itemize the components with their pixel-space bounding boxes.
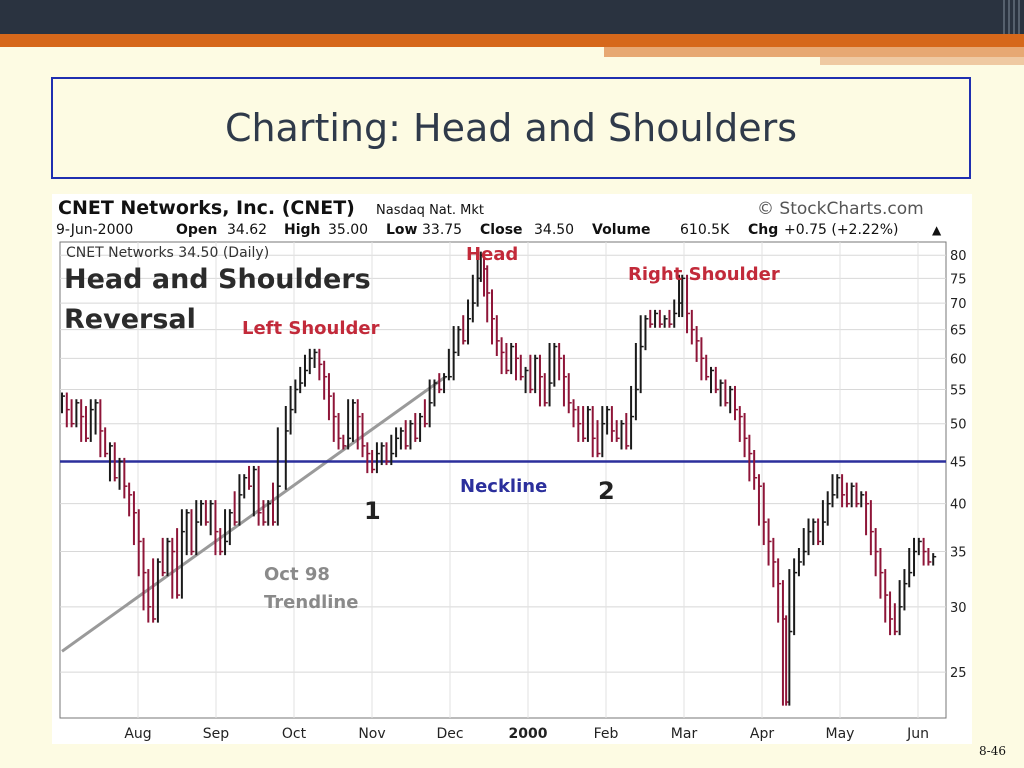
x-tick-label: Oct <box>282 726 307 742</box>
slide-title-box: Charting: Head and Shoulders <box>51 77 971 179</box>
slide-title: Charting: Head and Shoulders <box>224 106 798 150</box>
chart-quote-line: 9-Jun-2000 Open 34.62 High 35.00 Low 33.… <box>56 222 942 238</box>
x-tick-label: 2000 <box>509 726 548 742</box>
quote-low-label: Low <box>386 222 418 238</box>
annotation-neckline: Neckline <box>460 476 547 497</box>
annotation-title-1: Head and Shoulders <box>64 264 371 295</box>
x-axis-ticks: Aug Sep Oct Nov Dec 2000 Feb Mar Apr May Jun <box>124 726 929 742</box>
top-bar-stripes <box>994 0 1024 34</box>
annotation-trendline-2: Trendline <box>264 592 358 613</box>
annotation-left-shoulder: Left Shoulder <box>242 318 380 339</box>
y-tick-label: 25 <box>950 666 967 681</box>
chart-company: CNET Networks, Inc. (CNET) <box>58 197 355 219</box>
x-tick-label: Dec <box>436 726 463 742</box>
y-tick-label: 75 <box>950 272 967 287</box>
y-tick-label: 30 <box>950 601 967 616</box>
x-tick-label: Nov <box>358 726 385 742</box>
y-tick-label: 35 <box>950 546 967 561</box>
stock-chart: CNET Networks, Inc. (CNET) Nasdaq Nat. M… <box>52 194 972 744</box>
quote-low: 33.75 <box>422 222 462 238</box>
orange-band-lighter <box>820 57 1024 65</box>
quote-close: 34.50 <box>534 222 574 238</box>
y-tick-label: 80 <box>950 249 967 264</box>
orange-band <box>0 34 1024 47</box>
y-axis-ticks: 25 30 35 40 45 50 55 60 65 70 75 80 <box>950 249 967 681</box>
y-tick-label: 55 <box>950 384 967 399</box>
quote-date: 9-Jun-2000 <box>56 222 133 238</box>
chart-legend: CNET Networks 34.50 (Daily) <box>66 245 269 261</box>
chart-svg: CNET Networks, Inc. (CNET) Nasdaq Nat. M… <box>52 194 972 744</box>
x-tick-label: Apr <box>750 726 774 742</box>
annotation-title-2: Reversal <box>64 304 196 335</box>
annotation-point-1: 1 <box>364 497 381 525</box>
quote-volume: 610.5K <box>680 222 730 238</box>
quote-open: 34.62 <box>227 222 267 238</box>
x-tick-label: Feb <box>594 726 619 742</box>
quote-high: 35.00 <box>328 222 368 238</box>
quote-up-arrow-icon: ▲ <box>932 223 942 237</box>
y-tick-label: 60 <box>950 352 967 367</box>
y-tick-label: 65 <box>950 324 967 339</box>
quote-open-label: Open <box>176 222 217 238</box>
x-tick-label: Sep <box>203 726 230 742</box>
x-tick-label: May <box>826 726 855 742</box>
chart-credit: © StockCharts.com <box>757 199 924 219</box>
x-tick-label: Mar <box>671 726 698 742</box>
annotation-point-2: 2 <box>598 477 615 505</box>
slide-top-bar <box>0 0 1024 34</box>
quote-high-label: High <box>284 222 321 238</box>
annotation-head: Head <box>466 244 518 265</box>
y-tick-label: 40 <box>950 498 967 513</box>
annotation-right-shoulder: Right Shoulder <box>628 264 780 285</box>
chart-exchange: Nasdaq Nat. Mkt <box>376 203 484 218</box>
x-tick-label: Jun <box>906 726 929 742</box>
quote-volume-label: Volume <box>592 222 651 238</box>
y-tick-label: 50 <box>950 418 967 433</box>
quote-chg: +0.75 (+2.22%) <box>784 222 898 238</box>
orange-band-light <box>604 47 1024 57</box>
y-tick-label: 45 <box>950 455 967 470</box>
quote-chg-label: Chg <box>748 222 778 238</box>
x-tick-label: Aug <box>124 726 151 742</box>
annotation-trendline-1: Oct 98 <box>264 564 330 585</box>
slide-number: 8-46 <box>979 744 1006 758</box>
price-bars <box>61 251 937 706</box>
y-tick-label: 70 <box>950 297 967 312</box>
quote-close-label: Close <box>480 222 523 238</box>
plot-area <box>59 241 947 719</box>
